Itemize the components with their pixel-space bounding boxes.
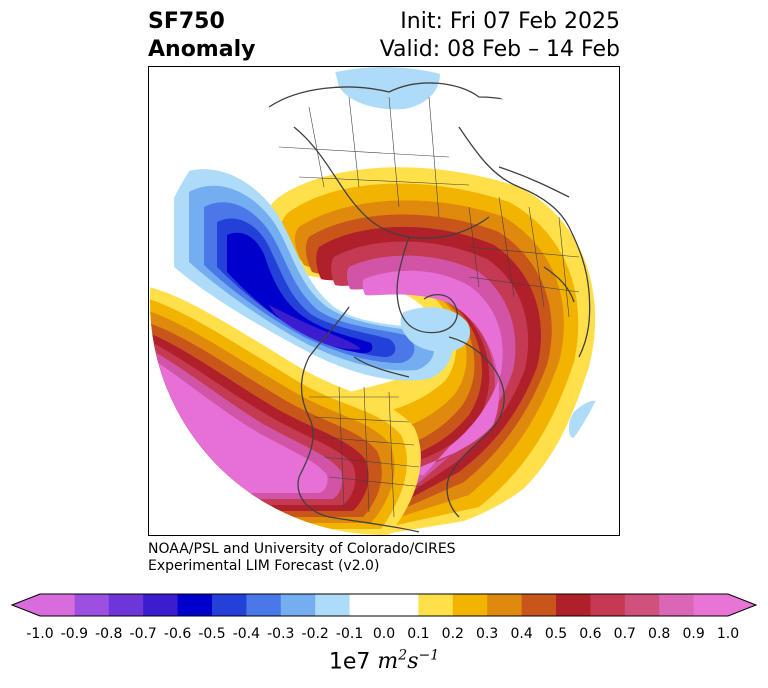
colorbar-cell [108,594,144,616]
colorbar-cell [487,594,523,616]
colorbar-tick-label: 0.2 [441,626,464,642]
colorbar-outline [10,593,758,617]
colorbar-tick-label: -0.5 [198,626,226,642]
anomaly-map [150,67,618,535]
plot-title: SF750 Anomaly [148,8,255,64]
colorbar-tick-label: 0.3 [476,626,499,642]
colorbar-tick-label: -0.8 [95,626,123,642]
colorbar-tick-label: 0.6 [579,626,602,642]
negative-anomaly-pacific [174,67,600,438]
colorbar-cell [74,594,110,616]
colorbar-tick-label: -1.0 [26,626,54,642]
colorbar-cell [624,594,660,616]
credit-line-2: Experimental LIM Forecast (v2.0) [148,558,380,574]
colorbar-over-extension [693,594,756,616]
colorbar-cell [349,594,385,616]
credit-text: NOAA/PSL and University of Colorado/CIRE… [148,541,456,575]
colorbar-cell [212,594,247,616]
colorbar-cell [384,594,419,616]
init-date: Init: Fri 07 Feb 2025 [400,9,620,34]
colorbar-tick-label: 0.5 [544,626,568,642]
colorbar-tick-label: 1.0 [716,626,740,642]
colorbar-cell [177,594,213,616]
colorbar-cell [590,594,626,616]
anomaly-label: Anomaly [148,37,256,62]
colorbar-tick-label: 0.8 [648,626,671,642]
colorbar-cell [659,594,695,616]
colorbar-cell [246,594,282,616]
forecast-dates: Init: Fri 07 Feb 2025 Valid: 08 Feb – 14… [380,8,620,64]
colorbar-cell [418,594,454,616]
borders [278,96,580,518]
colorbar-cell [452,594,488,616]
colorbar-cell [556,594,591,616]
colorbar-tick-label: 0.4 [510,626,533,642]
colorbar-tick-label: -0.9 [60,626,89,642]
colorbar-cell [315,594,351,616]
colorbar-tick-label: 0.7 [613,626,636,642]
colorbar-cell [280,594,316,616]
units-expression: m2s−1 [377,648,440,675]
colorbar-units: 1e7 m2s−1 [0,648,768,674]
colorbar-tick-label: -0.7 [129,626,157,642]
colorbar-tick-label: 0.9 [682,626,705,642]
variable-label: SF750 [148,9,225,34]
credit-line-1: NOAA/PSL and University of Colorado/CIRE… [148,541,456,557]
colorbar-ticks: -1.0 -0.9 -0.8 -0.7 -0.6 -0.5 -0.4 -0.3 -0.2 -0.1… [0,626,768,646]
colorbar-cell [521,594,557,616]
valid-range: Valid: 08 Feb – 14 Feb [379,37,620,62]
units-prefix: 1e7 [328,649,371,675]
colorbar-tick-label: -0.2 [301,626,329,642]
colorbar-cell [143,594,179,616]
colorbar [10,593,758,617]
colorbar-under-extension [12,594,75,616]
colorbar-tick-label: 0.1 [407,626,430,642]
colorbar-tick-label: -0.3 [267,626,295,642]
colorbar-tick-label: -0.6 [163,626,192,642]
colorbar-tick-label: -0.1 [335,626,364,642]
map-panel [148,66,620,536]
colorbar-tick-label: 0.0 [372,626,396,642]
colorbar-tick-label: -0.4 [232,626,261,642]
